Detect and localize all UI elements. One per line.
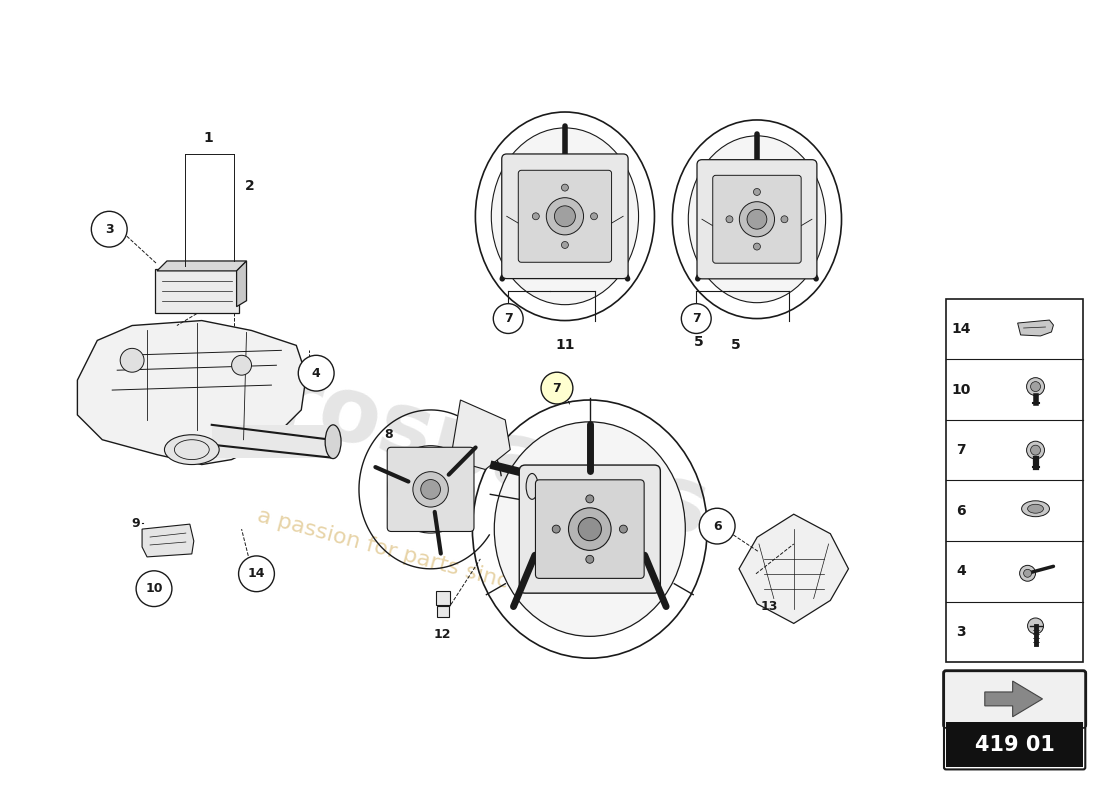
Polygon shape xyxy=(451,400,510,470)
Ellipse shape xyxy=(492,128,639,305)
Text: a passion for parts since 1985: a passion for parts since 1985 xyxy=(255,506,586,612)
Ellipse shape xyxy=(494,422,685,636)
Circle shape xyxy=(120,348,144,372)
FancyBboxPatch shape xyxy=(155,269,239,313)
Text: 5: 5 xyxy=(732,338,741,352)
Circle shape xyxy=(91,211,128,247)
Circle shape xyxy=(1026,442,1045,459)
Ellipse shape xyxy=(326,425,341,458)
Text: 2: 2 xyxy=(244,179,254,194)
FancyBboxPatch shape xyxy=(943,670,1087,728)
Ellipse shape xyxy=(1022,501,1049,517)
FancyBboxPatch shape xyxy=(502,154,628,278)
Circle shape xyxy=(586,495,594,503)
Circle shape xyxy=(681,304,712,334)
Text: 4: 4 xyxy=(956,564,966,578)
Text: 7: 7 xyxy=(692,312,701,325)
Text: 14: 14 xyxy=(952,322,970,336)
FancyBboxPatch shape xyxy=(436,590,450,605)
Circle shape xyxy=(561,184,569,191)
Text: 3: 3 xyxy=(104,222,113,236)
FancyBboxPatch shape xyxy=(211,425,331,458)
FancyBboxPatch shape xyxy=(387,447,474,531)
Polygon shape xyxy=(142,524,194,557)
Circle shape xyxy=(1031,382,1041,391)
Circle shape xyxy=(541,372,573,404)
Ellipse shape xyxy=(165,434,219,465)
Text: 7: 7 xyxy=(956,443,966,457)
Circle shape xyxy=(554,206,575,226)
Ellipse shape xyxy=(1027,504,1044,514)
Text: 8: 8 xyxy=(385,428,393,442)
Circle shape xyxy=(1027,618,1044,634)
Polygon shape xyxy=(236,261,246,306)
FancyBboxPatch shape xyxy=(697,160,817,279)
Circle shape xyxy=(1031,445,1041,455)
Circle shape xyxy=(700,508,735,544)
Circle shape xyxy=(726,216,733,222)
Circle shape xyxy=(619,525,627,533)
Circle shape xyxy=(532,213,539,220)
Ellipse shape xyxy=(526,474,538,499)
Circle shape xyxy=(1024,570,1032,578)
Circle shape xyxy=(1020,566,1035,582)
Polygon shape xyxy=(984,681,1043,717)
Circle shape xyxy=(412,472,449,507)
Circle shape xyxy=(561,242,569,249)
Circle shape xyxy=(591,213,597,220)
Text: 13: 13 xyxy=(761,600,779,613)
Circle shape xyxy=(781,216,788,222)
Text: 7: 7 xyxy=(504,312,513,325)
Circle shape xyxy=(1026,378,1045,395)
Text: 10: 10 xyxy=(145,582,163,595)
Text: 6: 6 xyxy=(956,504,966,518)
Circle shape xyxy=(552,525,560,533)
Circle shape xyxy=(569,508,612,550)
Ellipse shape xyxy=(387,446,474,533)
Text: 11: 11 xyxy=(556,338,574,352)
Polygon shape xyxy=(739,514,848,623)
Ellipse shape xyxy=(689,136,826,302)
Circle shape xyxy=(754,189,760,195)
Polygon shape xyxy=(77,321,306,465)
Polygon shape xyxy=(157,261,246,271)
Text: 5: 5 xyxy=(694,335,704,350)
Circle shape xyxy=(547,198,583,235)
Circle shape xyxy=(493,304,524,334)
FancyBboxPatch shape xyxy=(946,722,1084,767)
Polygon shape xyxy=(1018,320,1054,336)
Text: 9: 9 xyxy=(132,517,140,530)
Text: 7: 7 xyxy=(552,382,561,394)
Circle shape xyxy=(747,210,767,229)
Text: 1: 1 xyxy=(204,130,213,145)
Text: 6: 6 xyxy=(713,520,722,533)
Circle shape xyxy=(232,355,252,375)
Circle shape xyxy=(421,479,440,499)
Text: 10: 10 xyxy=(952,382,970,397)
Text: 14: 14 xyxy=(248,567,265,580)
Text: eurospares: eurospares xyxy=(144,323,717,556)
FancyBboxPatch shape xyxy=(536,480,645,578)
Circle shape xyxy=(239,556,274,592)
Circle shape xyxy=(739,202,774,237)
Text: 419 01: 419 01 xyxy=(975,734,1055,754)
FancyBboxPatch shape xyxy=(437,606,449,618)
FancyBboxPatch shape xyxy=(713,175,801,263)
Circle shape xyxy=(754,243,760,250)
Text: 12: 12 xyxy=(433,629,451,642)
Text: 3: 3 xyxy=(956,625,966,639)
Circle shape xyxy=(136,571,172,606)
Circle shape xyxy=(298,355,334,391)
Text: 4: 4 xyxy=(311,366,320,380)
Circle shape xyxy=(586,555,594,563)
FancyBboxPatch shape xyxy=(518,170,612,262)
Circle shape xyxy=(579,518,602,541)
FancyBboxPatch shape xyxy=(519,465,660,593)
